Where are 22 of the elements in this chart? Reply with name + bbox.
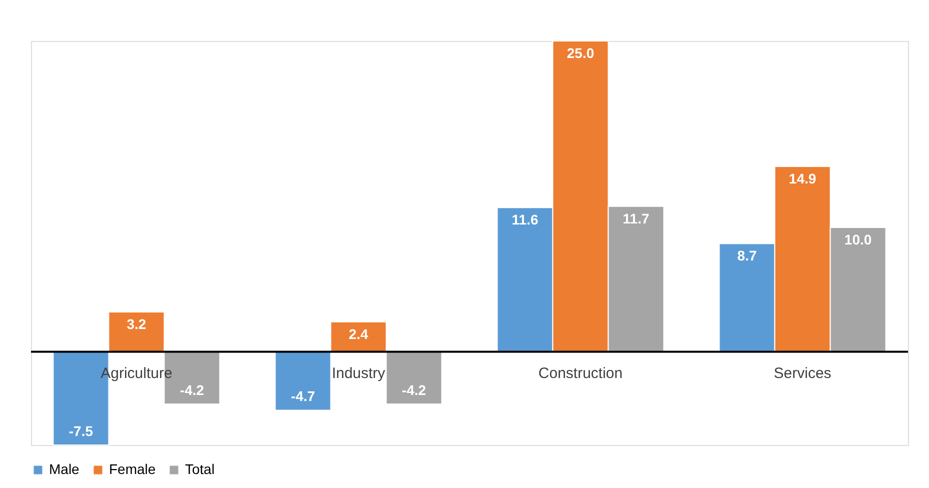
x-tick-label: Industry xyxy=(332,364,386,382)
data-label: 10.0 xyxy=(844,231,872,248)
data-label: 11.7 xyxy=(622,210,650,226)
bar xyxy=(330,321,387,352)
legend-label: Female xyxy=(109,461,156,477)
data-label: -4.7 xyxy=(290,388,316,404)
data-label: 8.7 xyxy=(737,248,757,264)
data-label: -4.2 xyxy=(180,382,204,398)
data-label: 2.4 xyxy=(348,326,368,342)
data-label: -4.2 xyxy=(402,382,426,398)
x-tick-label: Construction xyxy=(538,364,623,382)
bar xyxy=(386,351,442,404)
bar xyxy=(108,311,165,352)
data-label: -7.5 xyxy=(68,423,94,439)
bar xyxy=(274,351,332,411)
legend-label: Total xyxy=(185,461,215,477)
data-label: 3.2 xyxy=(126,316,146,332)
legend-label: Male xyxy=(49,461,80,477)
data-label: 11.6 xyxy=(512,212,538,228)
x-tick-label: Services xyxy=(774,364,832,382)
data-label: 25.0 xyxy=(566,45,594,61)
data-label: 14.9 xyxy=(788,170,816,187)
